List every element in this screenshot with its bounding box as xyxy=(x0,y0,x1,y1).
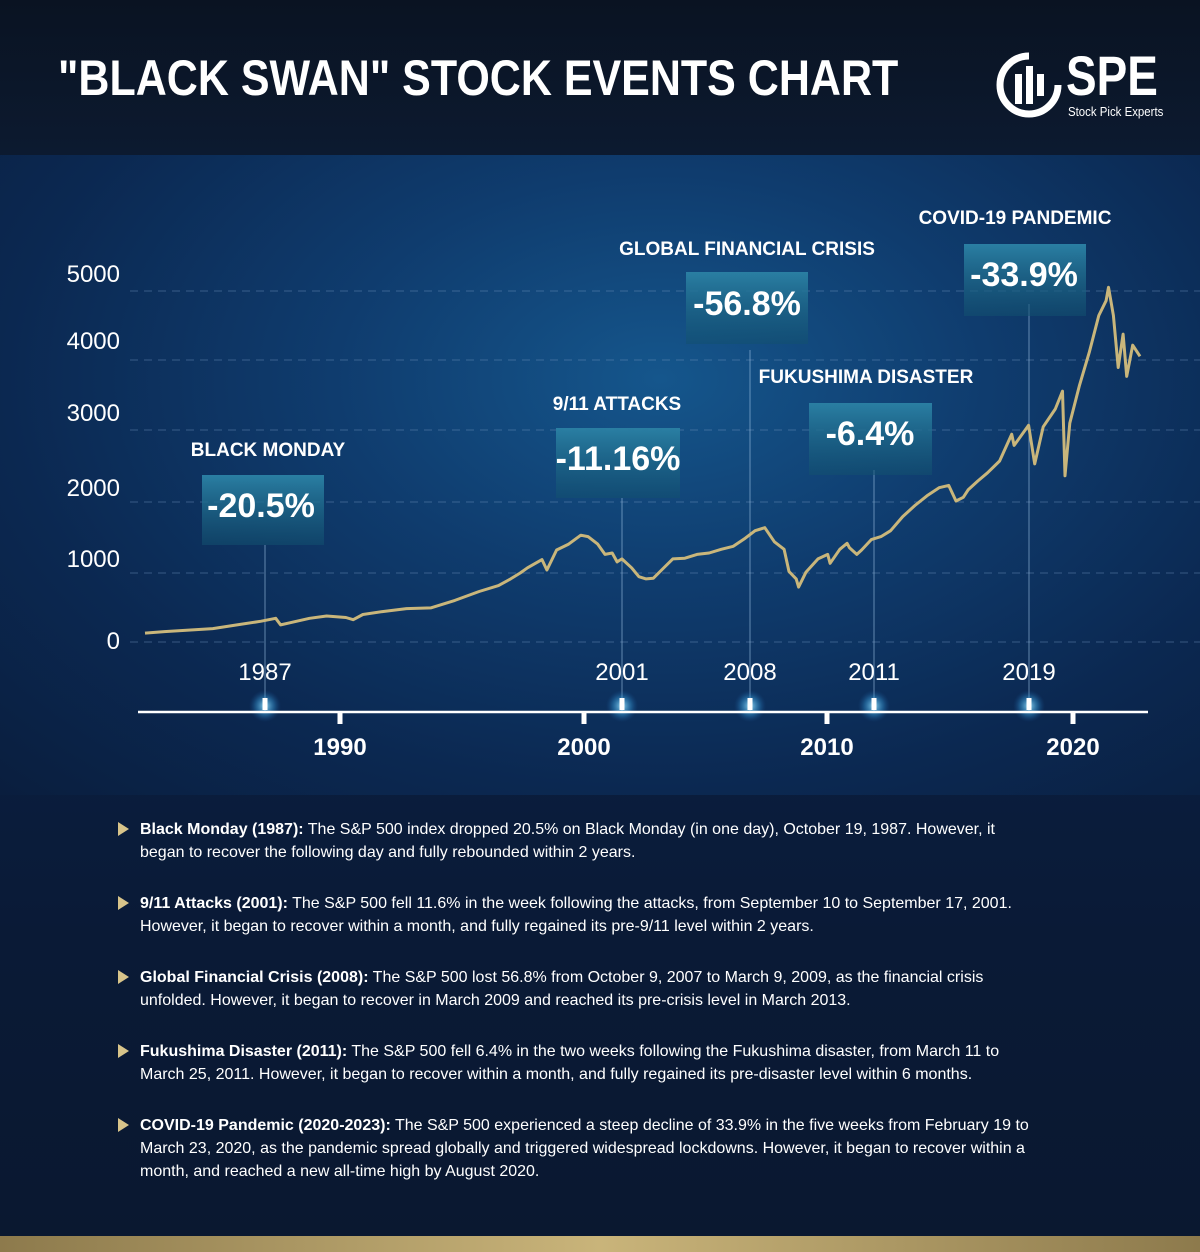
event-name-label: GLOBAL FINANCIAL CRISIS xyxy=(619,239,875,260)
event-note: Fukushima Disaster (2011): The S&P 500 f… xyxy=(118,1040,1038,1086)
y-tick-label: 4000 xyxy=(67,328,120,355)
event-note-heading: Fukushima Disaster (2011): xyxy=(140,1043,348,1060)
decade-tick xyxy=(337,712,343,724)
y-tick-label: 1000 xyxy=(67,546,120,573)
event-marker xyxy=(262,698,268,710)
event-year-label: 2001 xyxy=(595,659,648,686)
event-name-label: COVID-19 PANDEMIC xyxy=(919,208,1112,229)
decade-label: 2020 xyxy=(1046,734,1099,761)
footer-bar xyxy=(0,1236,1200,1252)
decade-label: 1990 xyxy=(313,734,366,761)
event-note-heading: Global Financial Crisis (2008): xyxy=(140,969,369,986)
event-change-label: -6.4% xyxy=(826,415,915,453)
event-note: COVID-19 Pandemic (2020-2023): The S&P 5… xyxy=(118,1114,1038,1183)
y-tick-label: 2000 xyxy=(67,475,120,502)
event-note-heading: COVID-19 Pandemic (2020-2023): xyxy=(140,1117,391,1134)
chart-area: 5000 4000 3000 2000 1000 0 BLACK MONDAY -20.5%… xyxy=(0,155,1200,795)
event-change-box xyxy=(686,272,808,344)
bullet-arrow-icon xyxy=(118,1044,129,1058)
event-change-label: -56.8% xyxy=(693,285,801,323)
logo-mark-icon xyxy=(996,52,1062,118)
event-note-heading: 9/11 Attacks (2001): xyxy=(140,895,288,912)
logo-subtitle: Stock Pick Experts xyxy=(1068,104,1164,119)
event-year-label: 2008 xyxy=(723,659,776,686)
event-change-label: -11.16% xyxy=(556,440,681,478)
event-annotation: BLACK MONDAY -20.5% 1987 xyxy=(191,440,346,722)
logo-text: SPE xyxy=(1066,44,1158,107)
event-marker xyxy=(747,698,753,710)
page-title: "BLACK SWAN" STOCK EVENTS CHART xyxy=(58,50,899,106)
event-name-label: BLACK MONDAY xyxy=(191,440,346,461)
event-note-text: The S&P 500 index dropped 20.5% on Black… xyxy=(140,821,995,861)
bullet-arrow-icon xyxy=(118,970,129,984)
event-year-label: 2019 xyxy=(1002,659,1055,686)
event-year-label: 1987 xyxy=(238,659,291,686)
event-change-box xyxy=(202,475,324,545)
event-change-box xyxy=(964,244,1086,316)
event-note-text: The S&P 500 experienced a steep decline … xyxy=(140,1117,1029,1180)
event-change-label: -33.9% xyxy=(970,256,1078,294)
decade-tick xyxy=(1070,712,1076,724)
event-note-text: The S&P 500 lost 56.8% from October 9, 2… xyxy=(140,969,984,1009)
decade-label: 2010 xyxy=(800,734,853,761)
decade-label: 2000 xyxy=(557,734,610,761)
event-year-label: 2011 xyxy=(848,659,900,686)
event-note-text: The S&P 500 fell 11.6% in the week follo… xyxy=(140,895,1012,935)
event-note: 9/11 Attacks (2001): The S&P 500 fell 11… xyxy=(118,892,1038,938)
bullet-arrow-icon xyxy=(118,822,129,836)
event-change-box xyxy=(556,428,680,498)
event-notes: Black Monday (1987): The S&P 500 index d… xyxy=(118,818,1038,1211)
bullet-arrow-icon xyxy=(118,1118,129,1132)
logo: SPE Stock Pick Experts xyxy=(996,44,1166,130)
event-note: Black Monday (1987): The S&P 500 index d… xyxy=(118,818,1038,864)
event-name-label: FUKUSHIMA DISASTER xyxy=(759,367,974,388)
event-marker xyxy=(1026,698,1032,710)
decade-tick xyxy=(824,712,830,724)
event-annotation: 9/11 ATTACKS -11.16% 2001 xyxy=(553,394,681,722)
y-tick-label: 3000 xyxy=(67,400,120,427)
event-change-box xyxy=(809,403,932,475)
decade-tick xyxy=(581,712,587,724)
stock-chart: 5000 4000 3000 2000 1000 0 BLACK MONDAY -20.5%… xyxy=(67,208,1200,761)
bullet-arrow-icon xyxy=(118,896,129,910)
event-name-label: 9/11 ATTACKS xyxy=(553,394,681,415)
event-marker xyxy=(619,698,625,710)
event-annotation: FUKUSHIMA DISASTER -6.4% 2011 xyxy=(759,367,974,722)
event-change-label: -20.5% xyxy=(207,487,315,525)
header: "BLACK SWAN" STOCK EVENTS CHART SPE Stoc… xyxy=(0,0,1200,155)
event-marker xyxy=(871,698,877,710)
event-annotation: COVID-19 PANDEMIC -33.9% 2019 xyxy=(919,208,1112,722)
sp500-line xyxy=(144,285,1142,635)
y-tick-label: 5000 xyxy=(67,261,120,288)
event-note-heading: Black Monday (1987): xyxy=(140,821,304,838)
event-note-text: The S&P 500 fell 6.4% in the two weeks f… xyxy=(140,1043,1000,1083)
event-annotation: GLOBAL FINANCIAL CRISIS -56.8% 2008 xyxy=(619,239,875,722)
event-note: Global Financial Crisis (2008): The S&P … xyxy=(118,966,1038,1012)
y-tick-label: 0 xyxy=(107,628,120,655)
